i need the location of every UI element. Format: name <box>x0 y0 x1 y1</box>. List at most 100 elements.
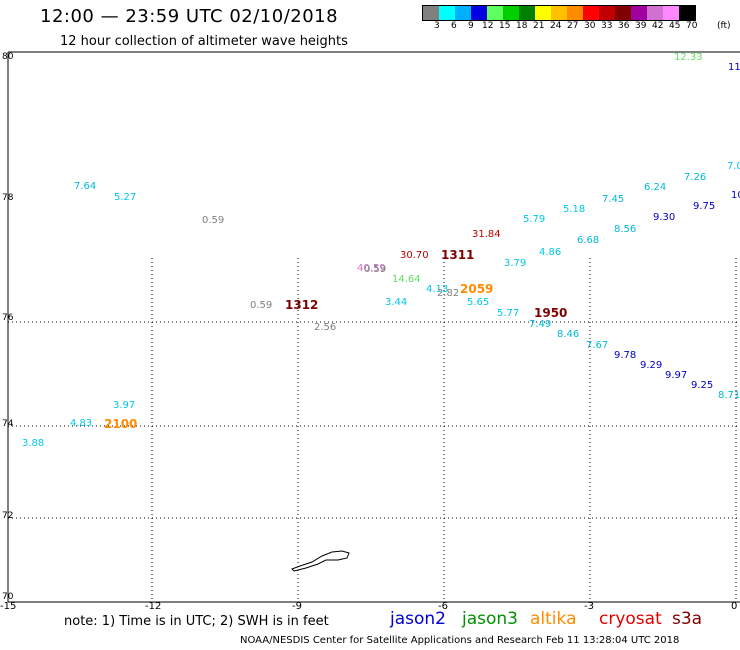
page-subtitle: 12 hour collection of altimeter wave hei… <box>60 34 348 49</box>
y-axis-label: 72 <box>2 511 14 521</box>
wave-height-label: 6.24 <box>644 182 667 193</box>
y-axis-label: 74 <box>2 419 14 429</box>
wave-height-label: 3.79 <box>504 258 527 269</box>
wave-height-label: 7.45 <box>602 194 625 205</box>
island-outline <box>291 550 350 572</box>
y-axis-label: 78 <box>2 193 14 203</box>
grid <box>8 258 740 602</box>
color-swatch <box>519 6 535 20</box>
wave-height-label: 31.84 <box>472 229 501 240</box>
footer-note: note: 1) Time is in UTC; 2) SWH is in fe… <box>64 614 329 629</box>
wave-height-label: 6.68 <box>577 235 600 246</box>
legend-s3a: s3a <box>672 609 703 629</box>
color-swatch <box>503 6 519 20</box>
x-axis-label: -12 <box>145 601 162 612</box>
color-swatch <box>471 6 487 20</box>
wave-height-label: 8.46 <box>557 329 580 340</box>
color-scale-label: 33 <box>601 21 613 31</box>
wave-height-label: 9.30 <box>653 212 676 223</box>
track-time-label: 1312 <box>285 298 319 312</box>
wave-height-label: 8.71 <box>718 390 740 401</box>
wave-height-label: 7.0 <box>727 161 740 172</box>
color-swatch <box>631 6 647 20</box>
wave-height-label: 4.86 <box>539 247 562 258</box>
wave-height-label: 5.27 <box>114 192 137 203</box>
color-scale-label: 6 <box>451 21 457 31</box>
color-swatch <box>663 6 679 20</box>
wave-height-label: 2.56 <box>314 322 337 333</box>
wave-height-label: 9.75 <box>693 201 716 212</box>
wave-height-label: 2.82 <box>437 288 460 299</box>
track-time-label: 1311 <box>441 248 475 262</box>
color-scale-label: 36 <box>618 21 630 31</box>
wave-height-label: 5.65 <box>467 297 490 308</box>
wave-height-label: 0.59 <box>364 264 387 275</box>
wave-height-label: 30.70 <box>400 250 429 261</box>
wave-height-label: 7.67 <box>586 340 609 351</box>
wave-height-label: 3.97 <box>113 400 136 411</box>
wave-height-label: 3.44 <box>385 297 408 308</box>
wave-height-label: 4.13 <box>426 284 449 295</box>
color-swatch <box>551 6 567 20</box>
color-swatch <box>455 6 471 20</box>
wave-height-label: 14.64 <box>392 274 421 285</box>
color-swatch <box>487 6 503 20</box>
wave-height-label: 7.49 <box>529 319 552 330</box>
wave-height-label: 5.79 <box>523 214 546 225</box>
color-swatch <box>535 6 551 20</box>
legend-cryosat: cryosat <box>599 609 662 629</box>
color-scale-label: 21 <box>533 21 545 31</box>
wave-height-label: 12.33 <box>674 52 703 63</box>
color-swatch <box>583 6 599 20</box>
y-axis-label: 70 <box>2 592 14 602</box>
color-scale <box>422 5 696 21</box>
y-axis-label: 76 <box>2 313 14 323</box>
wave-height-label: 9.78 <box>614 350 637 361</box>
color-swatch <box>615 6 631 20</box>
legend-altika: altika <box>530 609 577 629</box>
legend-jason3: jason3 <box>462 609 518 629</box>
wave-height-label: 8.56 <box>614 224 637 235</box>
x-axis-label: -9 <box>292 601 302 612</box>
wave-height-label: 11 <box>728 62 740 73</box>
credit-line: NOAA/NESDIS Center for Satellite Applica… <box>240 635 680 646</box>
color-swatch <box>599 6 615 20</box>
color-scale-label: 70 <box>686 21 698 31</box>
wave-height-label: 5.18 <box>563 204 586 215</box>
track-time-label: 2100 <box>104 417 138 431</box>
color-scale-label: 12 <box>482 21 494 31</box>
wave-height-label: 9.29 <box>640 360 663 371</box>
color-swatch <box>423 6 439 20</box>
x-axis-label: 0 <box>731 601 738 612</box>
color-swatch <box>647 6 663 20</box>
x-axis-label: -15 <box>0 601 17 612</box>
color-scale-label: 15 <box>499 21 511 31</box>
wave-height-label: 0.59 <box>202 215 225 226</box>
wave-height-label: 7.64 <box>74 181 97 192</box>
wave-height-label: 0.59 <box>250 300 273 311</box>
track-time-label: 2059 <box>460 282 494 296</box>
color-scale-label: 30 <box>584 21 596 31</box>
wave-height-label: 3.88 <box>22 438 45 449</box>
wave-height-label: 40.59 <box>357 263 386 274</box>
color-scale-label: 39 <box>635 21 647 31</box>
x-axis-label: -6 <box>438 601 448 612</box>
wave-height-label: 7.26 <box>684 172 707 183</box>
page-title: 12:00 — 23:59 UTC 02/10/2018 <box>40 6 339 27</box>
color-scale-label: 45 <box>669 21 681 31</box>
y-axis-label: 80 <box>2 52 14 62</box>
color-swatch <box>679 6 695 20</box>
x-axis-label: -3 <box>584 601 594 612</box>
wave-height-label: 5.77 <box>497 308 520 319</box>
color-scale-label: 42 <box>652 21 664 31</box>
wave-height-label: 9.25 <box>691 380 714 391</box>
color-scale-label: 18 <box>516 21 528 31</box>
wave-height-label: 4.83 <box>70 418 93 429</box>
color-swatch <box>439 6 455 20</box>
wave-height-label: 9.97 <box>665 370 688 381</box>
wave-height-label: 10 <box>731 190 740 201</box>
color-scale-label: 24 <box>550 21 562 31</box>
color-scale-label: 27 <box>567 21 579 31</box>
